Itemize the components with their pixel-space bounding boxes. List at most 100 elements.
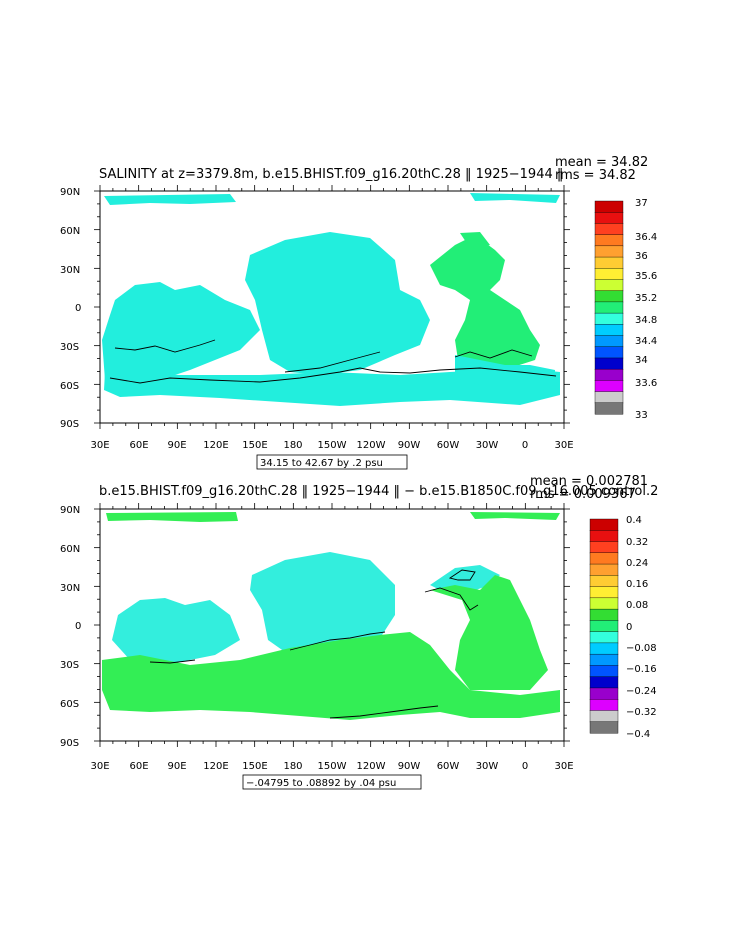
- lon-label: 30E: [90, 761, 109, 772]
- colorbar-swatch: [589, 620, 619, 633]
- colorbar-label: 33.6: [635, 378, 657, 389]
- lon-label: 150W: [318, 440, 347, 451]
- lat-label: 90S: [60, 419, 79, 430]
- colorbar-label: 0.16: [626, 579, 648, 590]
- panel-1-colorbar-labels: 37 36.4 36 35.6 35.2 34.8 34.4 34 33.6 3…: [635, 198, 657, 421]
- panel-1-lon-axis: 30E 60E 90E 120E 150E 180 150W 120W 90W …: [90, 440, 573, 451]
- lat-label: 60S: [60, 699, 79, 710]
- lon-label: 0: [522, 761, 528, 772]
- colorbar-swatch: [589, 721, 619, 734]
- colorbar-swatch: [589, 541, 619, 554]
- lon-label: 30W: [476, 440, 499, 451]
- lat-label: 60N: [60, 226, 80, 237]
- colorbar-label: 0.08: [626, 600, 648, 611]
- lon-label: 120E: [203, 761, 228, 772]
- colorbar-swatch: [589, 586, 619, 599]
- colorbar-swatch: [589, 575, 619, 588]
- lat-label: 90N: [60, 505, 80, 516]
- colorbar-swatch: [589, 552, 619, 565]
- panel-1-rms: rms = 34.82: [555, 168, 636, 183]
- colorbar-swatch: [589, 676, 619, 689]
- colorbar-label: −0.08: [626, 643, 657, 654]
- colorbar-swatch: [594, 245, 624, 258]
- lon-label: 0: [522, 440, 528, 451]
- colorbar-swatch: [594, 301, 624, 314]
- lon-label: 180: [283, 440, 302, 451]
- colorbar-swatch: [589, 653, 619, 666]
- panel-2-mean: mean = 0.002781: [530, 474, 648, 489]
- panel-2-colorbar: [589, 518, 619, 734]
- colorbar-swatch: [594, 357, 624, 370]
- colorbar-swatch: [589, 710, 619, 723]
- lon-label: 90E: [167, 440, 186, 451]
- colorbar-swatch: [589, 687, 619, 700]
- lon-label: 60E: [129, 761, 148, 772]
- lon-label: 120W: [357, 761, 386, 772]
- colorbar-swatch: [594, 200, 624, 213]
- panel-2-rms: rms = 0.009367: [530, 487, 636, 502]
- colorbar-swatch: [589, 597, 619, 610]
- colorbar-label: −0.32: [626, 707, 657, 718]
- colorbar-swatch: [594, 268, 624, 280]
- colorbar-swatch: [589, 563, 619, 576]
- colorbar-label: 34.4: [635, 336, 657, 347]
- panel-difference: b.e15.BHIST.f09_g16.20thC.28 ‖ 1925−1944…: [60, 474, 658, 790]
- lat-label: 30N: [60, 265, 80, 276]
- lat-label: 0: [75, 303, 81, 314]
- colorbar-swatch: [589, 608, 619, 621]
- lon-label: 30E: [554, 440, 573, 451]
- lon-label: 60W: [437, 761, 460, 772]
- lon-label: 90W: [398, 761, 421, 772]
- colorbar-label: 0.24: [626, 558, 648, 569]
- colorbar-label: 34: [635, 355, 648, 366]
- panel-2-colorbar-labels: 0.4 0.32 0.24 0.16 0.08 0 −0.08 −0.16 −0…: [626, 515, 657, 740]
- panel-2-ocean-field: [102, 512, 560, 720]
- colorbar-label: 35.2: [635, 293, 657, 304]
- panel-1-map: [99, 190, 565, 424]
- panel-1-contour-note: 34.15 to 42.67 by .2 psu: [260, 458, 383, 469]
- colorbar-swatch: [594, 223, 624, 236]
- colorbar-swatch: [594, 380, 624, 393]
- colorbar-swatch: [594, 402, 624, 415]
- panel-2-title: b.e15.BHIST.f09_g16.20thC.28 ‖ 1925−1944…: [99, 484, 658, 499]
- colorbar-swatch: [594, 346, 624, 359]
- colorbar-swatch: [594, 312, 624, 325]
- lon-label: 30W: [476, 761, 499, 772]
- colorbar-swatch: [594, 324, 624, 337]
- colorbar-label: −0.16: [626, 664, 657, 675]
- colorbar-label: 37: [635, 198, 648, 209]
- lon-label: 90W: [398, 440, 421, 451]
- colorbar-swatch: [594, 279, 624, 292]
- lon-label: 120W: [357, 440, 386, 451]
- colorbar-swatch: [594, 234, 624, 247]
- panel-1-mean: mean = 34.82: [555, 155, 648, 170]
- lat-label: 30S: [60, 342, 79, 353]
- colorbar-swatch: [594, 290, 624, 303]
- lon-label: 120E: [203, 440, 228, 451]
- lon-label: 150W: [318, 761, 347, 772]
- colorbar-swatch: [589, 699, 619, 711]
- colorbar-swatch: [594, 391, 624, 404]
- lat-label: 60N: [60, 544, 80, 555]
- lat-label: 90S: [60, 738, 79, 749]
- lon-label: 150E: [242, 761, 267, 772]
- colorbar-label: 0.4: [626, 515, 642, 526]
- lat-label: 30N: [60, 583, 80, 594]
- colorbar-label: 35.6: [635, 271, 657, 282]
- lon-label: 180: [283, 761, 302, 772]
- lon-label: 60W: [437, 440, 460, 451]
- colorbar-label: 0.32: [626, 537, 648, 548]
- panel-1-lat-axis: 90N 60N 30N 0 30S 60S 90S: [60, 187, 81, 430]
- colorbar-swatch: [589, 631, 619, 644]
- colorbar-label: −0.4: [626, 729, 650, 740]
- panel-salinity: SALINITY at z=3379.8m, b.e15.BHIST.f09_g…: [60, 155, 657, 470]
- colorbar-swatch: [594, 368, 624, 381]
- colorbar-label: 34.8: [635, 315, 657, 326]
- lon-label: 30E: [90, 440, 109, 451]
- colorbar-swatch: [589, 518, 619, 531]
- axis-ticks: [94, 185, 570, 747]
- lat-label: 0: [75, 621, 81, 632]
- lat-label: 60S: [60, 381, 79, 392]
- colorbar-label: 36: [635, 251, 648, 262]
